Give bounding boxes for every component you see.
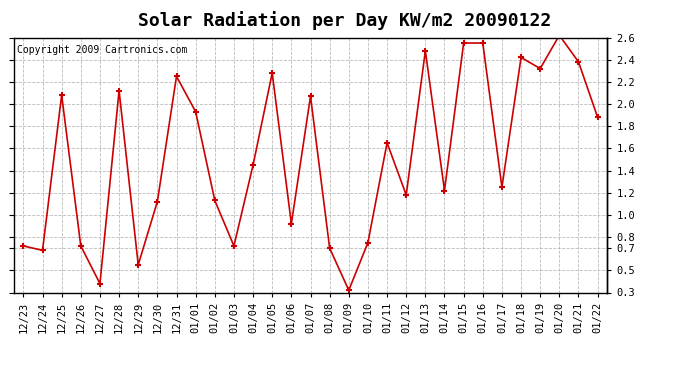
Text: Solar Radiation per Day KW/m2 20090122: Solar Radiation per Day KW/m2 20090122: [139, 11, 551, 30]
Text: Copyright 2009 Cartronics.com: Copyright 2009 Cartronics.com: [17, 45, 187, 55]
